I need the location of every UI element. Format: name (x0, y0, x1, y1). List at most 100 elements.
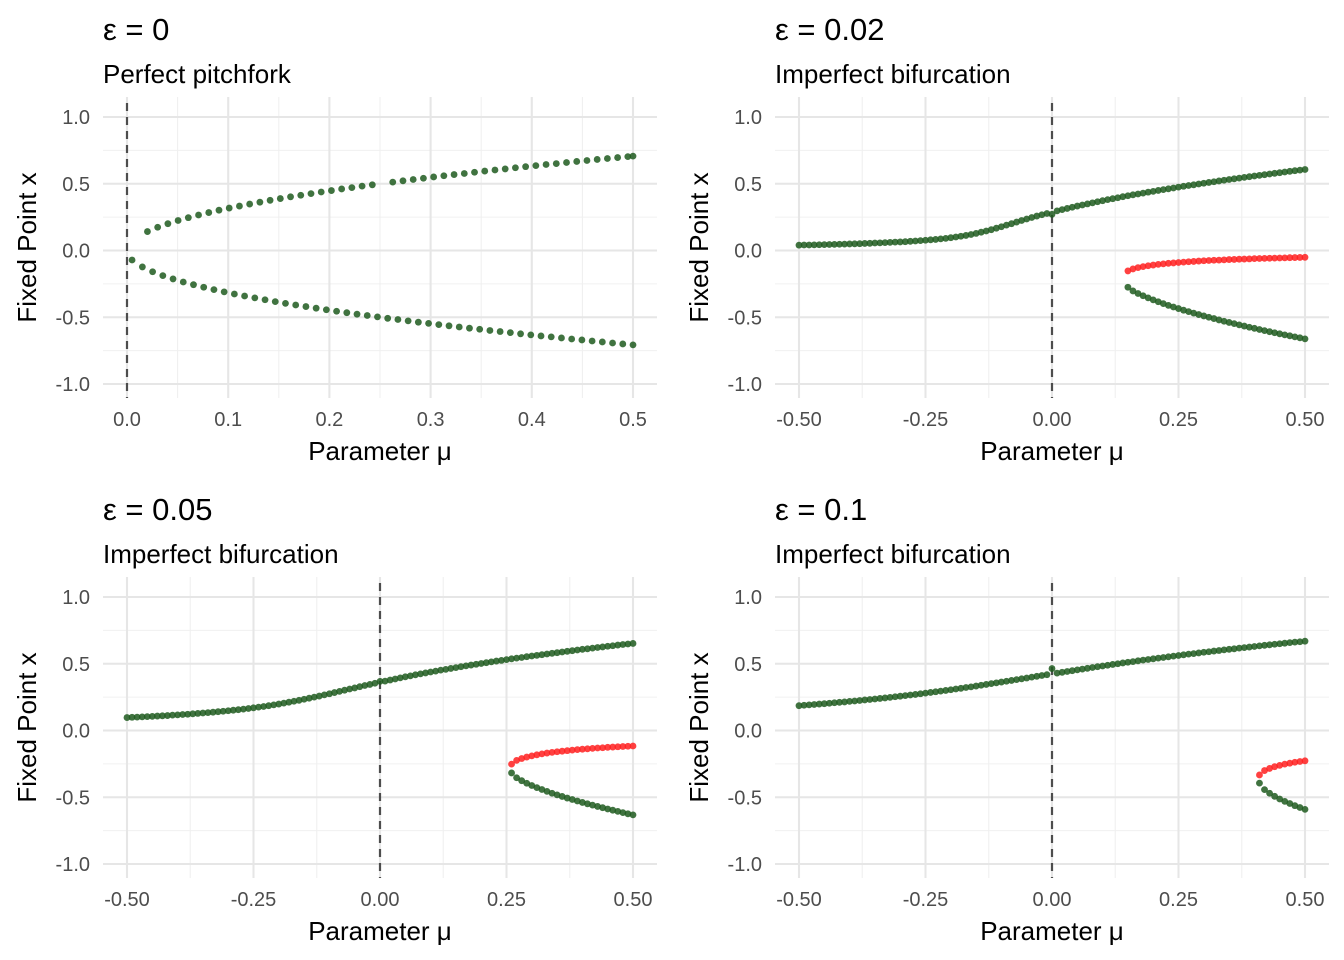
stable-fixed-point (917, 237, 924, 245)
stable-fixed-point (1139, 656, 1147, 664)
stable-fixed-point (1215, 647, 1223, 654)
stable-fixed-point (629, 341, 637, 349)
y-tick-label: -1.0 (56, 854, 90, 876)
stable-fixed-point (128, 713, 136, 721)
stable-fixed-point (1301, 805, 1309, 813)
unstable-fixed-point (1154, 260, 1162, 268)
stable-fixed-point (825, 699, 833, 707)
stable-fixed-point (406, 672, 414, 680)
stable-fixed-point (1276, 640, 1284, 648)
unstable-fixed-point (1251, 255, 1258, 263)
stable-fixed-point (614, 641, 622, 649)
stable-fixed-point (1094, 198, 1101, 206)
stable-fixed-point (1134, 190, 1142, 198)
stable-fixed-point (1180, 651, 1187, 659)
stable-fixed-point (1043, 210, 1051, 217)
stable-fixed-point (128, 256, 136, 264)
stable-fixed-point (805, 241, 813, 249)
unstable-fixed-point (1286, 759, 1294, 767)
stable-fixed-point (1286, 167, 1294, 175)
stable-fixed-point (805, 701, 813, 709)
stable-fixed-point (282, 299, 289, 307)
stable-fixed-point (629, 811, 637, 819)
stable-fixed-point (239, 705, 247, 713)
stable-fixed-point (1240, 173, 1248, 181)
stable-fixed-point (1266, 641, 1273, 649)
unstable-fixed-point (589, 744, 596, 752)
stable-fixed-point (1225, 645, 1233, 653)
stable-fixed-point (503, 656, 510, 664)
stable-fixed-point (164, 712, 171, 719)
stable-fixed-point (1038, 672, 1046, 679)
stable-fixed-point (310, 693, 318, 701)
unstable-fixed-point (1296, 758, 1304, 765)
stable-fixed-point (317, 188, 325, 196)
stable-fixed-point (280, 699, 288, 707)
stable-fixed-point (927, 236, 934, 244)
stable-fixed-point (820, 241, 828, 249)
unstable-fixed-point (1220, 256, 1228, 264)
x-axis-title: Parameter μ (308, 916, 452, 946)
stable-fixed-point (987, 680, 995, 688)
stable-fixed-point (1119, 659, 1127, 667)
stable-fixed-point (881, 694, 889, 702)
stable-fixed-point (624, 810, 632, 818)
stable-fixed-point (962, 232, 970, 239)
stable-fixed-point (292, 301, 300, 309)
y-tick-label: 0.0 (62, 241, 90, 263)
stable-fixed-point (1240, 644, 1248, 651)
x-tick-label: 0.50 (1286, 889, 1325, 911)
y-tick-label: 0.0 (734, 241, 762, 263)
panel-title: ε = 0 (103, 12, 169, 47)
stable-fixed-point (333, 307, 340, 315)
stable-fixed-point (391, 675, 399, 683)
unstable-fixed-point (533, 751, 541, 759)
stable-fixed-point (922, 236, 929, 244)
unstable-fixed-point (1149, 261, 1157, 269)
stable-fixed-point (1301, 166, 1309, 173)
x-tick-label: 0.50 (614, 889, 653, 911)
stable-fixed-point (1028, 673, 1036, 681)
stable-fixed-point (442, 665, 450, 673)
stable-fixed-point (256, 198, 264, 206)
stable-fixed-point (159, 712, 166, 720)
stable-fixed-point (517, 330, 524, 338)
stable-fixed-point (179, 711, 187, 718)
stable-fixed-point (1190, 650, 1198, 658)
stable-fixed-point (1109, 195, 1117, 203)
unstable-fixed-point (619, 743, 627, 750)
stable-fixed-point (513, 774, 521, 782)
stable-fixed-point (1286, 332, 1294, 340)
stable-fixed-point (144, 228, 151, 235)
stable-fixed-point (911, 237, 919, 245)
stable-fixed-point (195, 211, 202, 219)
unstable-fixed-point (538, 750, 546, 758)
unstable-fixed-point (558, 747, 566, 755)
stable-fixed-point (533, 651, 541, 659)
stable-fixed-point (322, 306, 330, 314)
stable-fixed-point (435, 321, 443, 328)
unstable-fixed-point (1296, 254, 1304, 261)
stable-fixed-point (361, 682, 369, 689)
stable-fixed-point (312, 304, 320, 312)
stable-fixed-point (1256, 326, 1263, 333)
stable-fixed-point (1129, 191, 1137, 199)
stable-fixed-point (537, 332, 545, 340)
stable-fixed-point (266, 196, 274, 204)
x-tick-label: 0.2 (315, 409, 343, 431)
stable-fixed-point (414, 318, 422, 326)
stable-fixed-point (1225, 176, 1233, 183)
stable-fixed-point (937, 687, 945, 695)
stable-fixed-point (265, 702, 273, 710)
stable-fixed-point (861, 240, 869, 247)
panel-subtitle: Imperfect bifurcation (103, 539, 339, 569)
stable-fixed-point (224, 707, 232, 715)
stable-fixed-point (1205, 648, 1213, 656)
stable-fixed-point (906, 691, 914, 699)
stable-fixed-point (609, 642, 617, 650)
stable-fixed-point (487, 658, 495, 666)
y-tick-label: -0.5 (56, 307, 90, 329)
stable-fixed-point (583, 157, 591, 164)
stable-fixed-point (290, 697, 298, 705)
stable-fixed-point (871, 695, 879, 703)
